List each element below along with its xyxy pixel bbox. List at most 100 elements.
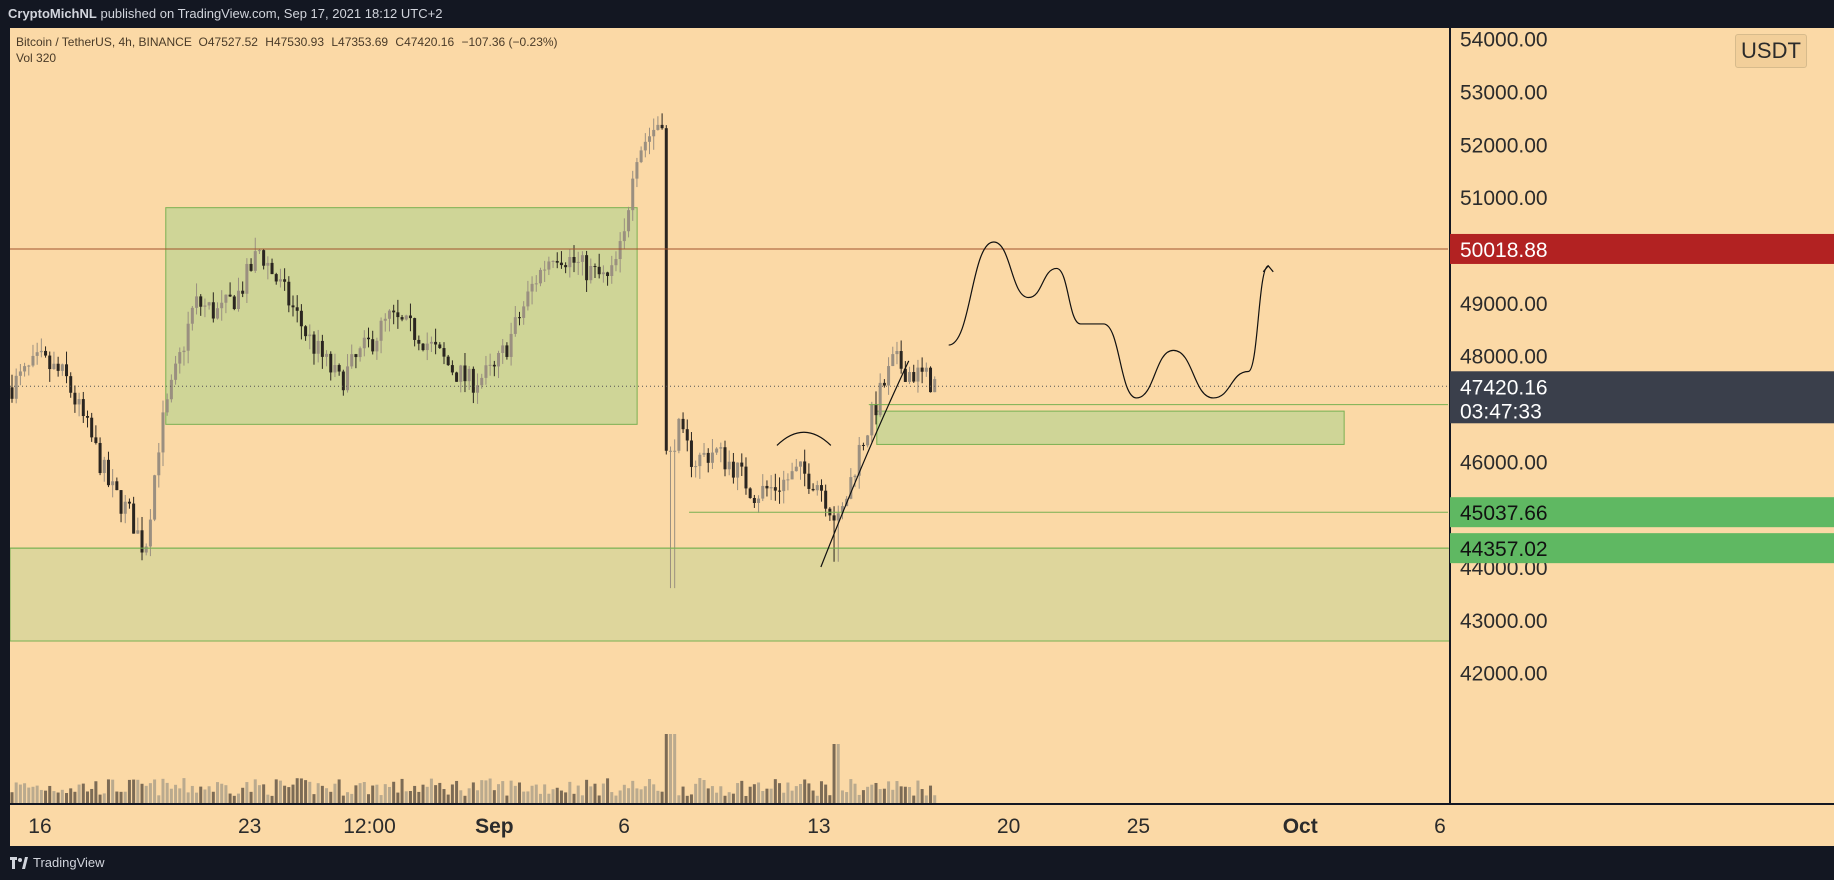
volume-bar [228, 793, 232, 804]
candle-body [912, 372, 916, 382]
volume-bar [610, 792, 614, 804]
x-tick-label: Sep [475, 815, 514, 838]
volume-bar [161, 778, 165, 804]
volume-bar [69, 788, 73, 804]
volume-bar [761, 791, 765, 804]
candle-body [517, 317, 521, 319]
candle-body [81, 399, 85, 417]
support-price-label: 45037.66 [1460, 502, 1548, 525]
volume-bar [174, 784, 178, 804]
candle-body [522, 306, 526, 318]
candle-body [257, 250, 261, 252]
volume-bar [559, 790, 563, 804]
candle-body [849, 477, 853, 499]
candle-body [819, 485, 823, 491]
symbol-label[interactable]: Bitcoin / TetherUS, 4h, BINANCE [16, 35, 192, 49]
candle-body [840, 506, 844, 514]
volume-bar [446, 794, 450, 804]
volume-bar [115, 791, 119, 804]
candle-body [383, 318, 387, 321]
volume-bar [836, 744, 840, 804]
chart-area[interactable]: 54000.00 53000.00 52000.00 51000.00 49000.00… [9, 28, 1834, 846]
candle-body [899, 351, 903, 369]
candle-body [178, 352, 182, 364]
volume-bar [824, 784, 828, 804]
candle-body [484, 365, 488, 378]
volume-bar [182, 778, 186, 804]
candle-body [308, 334, 312, 337]
candle-body [203, 305, 207, 307]
volume-bar [354, 785, 358, 804]
candle-body [132, 503, 136, 534]
volume-bar [551, 789, 555, 804]
y-tick-label: 42000.00 [1460, 663, 1548, 686]
volume-bar [618, 790, 622, 804]
volume-bar [530, 785, 534, 804]
volume-bar [572, 793, 576, 804]
candle-body [618, 241, 622, 260]
volume-bar [547, 793, 551, 804]
resistance-price-label-bg [1450, 233, 1834, 264]
volume-bar [44, 790, 48, 804]
candle-body [140, 530, 144, 553]
candle-body [748, 488, 752, 499]
volume-bar [866, 786, 870, 804]
volume-bar [216, 782, 220, 804]
candle-body [153, 475, 157, 520]
candle-body [65, 364, 69, 377]
volume-bar [98, 794, 102, 804]
candle-body [576, 261, 580, 263]
volume-bar [329, 791, 333, 804]
tradingview-logo-icon[interactable] [10, 857, 28, 869]
volume-bar [622, 784, 626, 804]
price-chart[interactable]: 54000.00 53000.00 52000.00 51000.00 49000.00… [9, 28, 1834, 846]
volume-legend[interactable]: Vol 320 [16, 51, 57, 65]
volume-bar [719, 786, 723, 804]
publish-bar: CryptoMichNL published on TradingView.co… [0, 0, 1834, 28]
candle-body [148, 519, 152, 547]
candle-body [362, 337, 366, 349]
candle-body [44, 350, 48, 356]
candle-body [136, 530, 140, 534]
arc-drawing [776, 431, 832, 446]
candle-body [790, 471, 794, 480]
candle-body [312, 334, 316, 354]
volume-bar [249, 791, 253, 804]
volume-bar [73, 791, 77, 804]
candle-body [232, 296, 236, 310]
volume-bar [442, 789, 446, 804]
candle-body [832, 515, 836, 521]
candle-body [358, 348, 362, 358]
volume-bar [564, 792, 568, 804]
candle-body [622, 231, 626, 242]
volume-bar [94, 781, 98, 804]
currency-unit-button[interactable]: USDT [1735, 34, 1807, 68]
footer-brand[interactable]: TradingView [33, 855, 105, 870]
volume-bar [232, 795, 236, 804]
candle-body [350, 354, 354, 367]
candle-body [929, 367, 933, 393]
candle-body [492, 364, 496, 367]
volume-bar [392, 781, 396, 804]
candle-body [408, 315, 412, 319]
candle-body [375, 340, 379, 352]
volume-bar [627, 788, 631, 804]
volume-bar [287, 787, 291, 804]
candle-body [643, 141, 647, 151]
candle-body [627, 210, 631, 232]
volume-bar [65, 793, 69, 804]
candle-body [387, 310, 391, 319]
volume-bar [438, 782, 442, 804]
support-price-label: 44357.02 [1460, 538, 1548, 561]
resistance-price-label: 50018.88 [1460, 239, 1548, 262]
volume-bar [677, 795, 681, 804]
volume-bar [543, 784, 547, 804]
volume-bar [509, 780, 513, 804]
publisher-name[interactable]: CryptoMichNL [8, 6, 97, 21]
volume-bar [794, 786, 798, 804]
volume-bar [878, 789, 882, 804]
candle-body [895, 351, 899, 355]
volume-bar [857, 794, 861, 804]
volume-bar [807, 783, 811, 804]
volume-bar [916, 780, 920, 804]
